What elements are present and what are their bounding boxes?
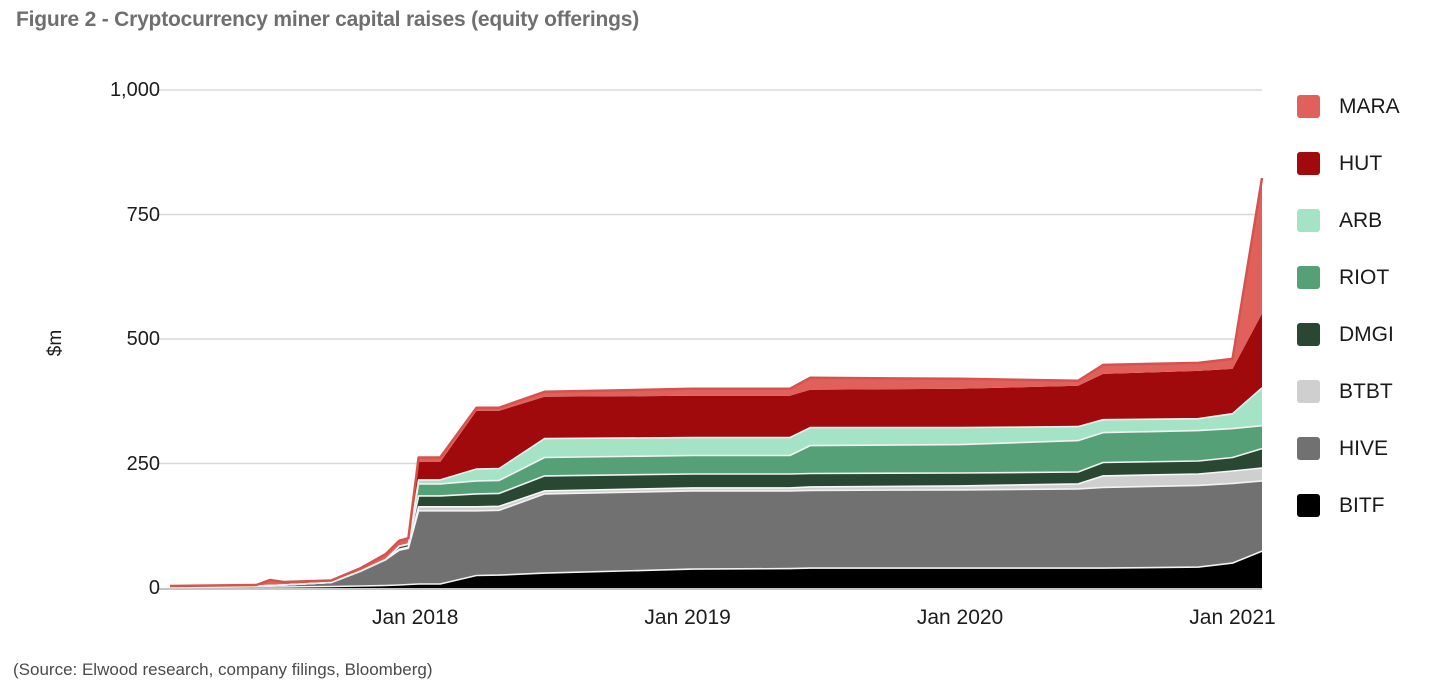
legend-item: MARA bbox=[1297, 95, 1400, 118]
legend-label: BITF bbox=[1339, 493, 1385, 517]
y-tick-label: 1,000 bbox=[109, 79, 160, 101]
legend-label: HUT bbox=[1339, 151, 1383, 175]
legend-item: RIOT bbox=[1297, 266, 1400, 289]
x-tick-label: Jan 2021 bbox=[1189, 606, 1276, 629]
legend-item: HIVE bbox=[1297, 437, 1400, 460]
legend-label: HIVE bbox=[1339, 436, 1389, 460]
legend-item: HUT bbox=[1297, 152, 1400, 175]
legend-swatch bbox=[1297, 95, 1320, 118]
x-tick-label: Jan 2020 bbox=[916, 606, 1004, 629]
legend-item: DMGI bbox=[1297, 323, 1400, 346]
legend-label: MARA bbox=[1339, 94, 1400, 118]
legend-item: BITF bbox=[1297, 494, 1400, 517]
y-tick-label: 0 bbox=[148, 577, 160, 599]
y-tick-label: 250 bbox=[126, 452, 160, 475]
legend-swatch bbox=[1297, 380, 1320, 403]
legend-item: ARB bbox=[1297, 209, 1400, 232]
legend: MARA HUT ARB RIOT DMGI BTBT HIVE BITF bbox=[1297, 95, 1400, 551]
source-note: (Source: Elwood research, company filing… bbox=[13, 660, 433, 679]
y-tick-label: 500 bbox=[126, 328, 160, 350]
legend-swatch bbox=[1297, 266, 1320, 289]
y-axis-label: $m bbox=[45, 329, 66, 357]
legend-swatch bbox=[1297, 209, 1320, 232]
x-tick-label: Jan 2018 bbox=[371, 606, 459, 629]
y-tick-label: 750 bbox=[126, 203, 160, 226]
legend-swatch bbox=[1297, 437, 1320, 460]
chart-title: Figure 2 - Cryptocurrency miner capital … bbox=[16, 8, 639, 31]
legend-label: BTBT bbox=[1339, 379, 1393, 403]
legend-label: DMGI bbox=[1339, 322, 1394, 346]
x-tick-label: Jan 2019 bbox=[644, 606, 731, 629]
legend-swatch bbox=[1297, 152, 1320, 175]
legend-swatch bbox=[1297, 323, 1320, 346]
legend-label: ARB bbox=[1339, 208, 1383, 232]
legend-item: BTBT bbox=[1297, 380, 1400, 403]
legend-label: RIOT bbox=[1339, 265, 1390, 289]
legend-swatch bbox=[1297, 494, 1320, 517]
